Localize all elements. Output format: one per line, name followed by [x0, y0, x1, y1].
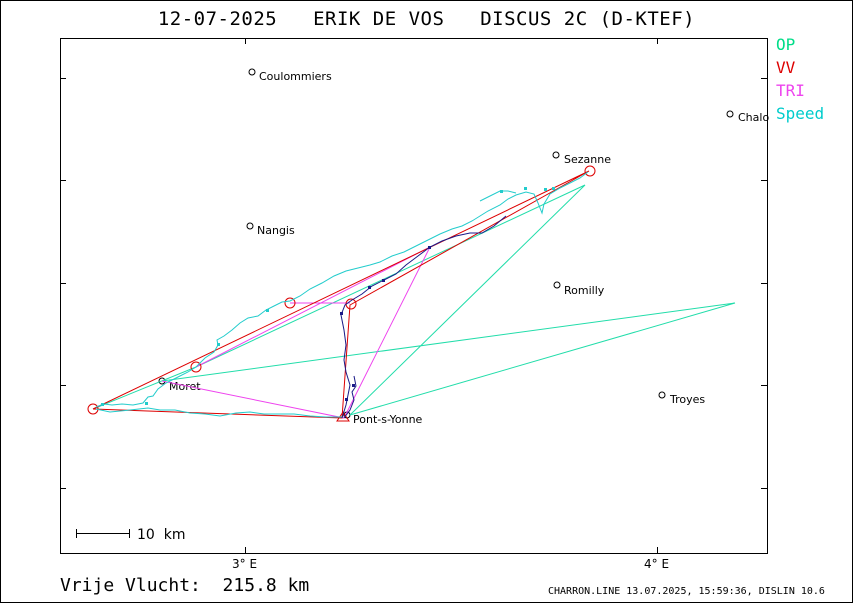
- legend-speed: Speed: [776, 104, 825, 123]
- town-marker-troyes: [658, 391, 666, 399]
- credit-label: CHARRON.LINE 13.07.2025, 15:59:36, DISLI…: [548, 586, 825, 597]
- turnpoint-3: [284, 297, 296, 309]
- tri-course: [161, 245, 432, 419]
- town-marker-chalo: [726, 110, 734, 118]
- track-markers-cyan: [101, 187, 555, 406]
- towns: [158, 68, 734, 419]
- turnpoint-2: [190, 361, 202, 373]
- legend-op: OP: [776, 35, 796, 54]
- town-label-pont: Pont-s-Yonne: [353, 413, 423, 426]
- town-label-romilly: Romilly: [564, 284, 605, 297]
- axis-label-3e: 3° E: [232, 557, 257, 571]
- legend: OP VV TRI Speed: [776, 33, 824, 125]
- town-label-moret: Moret: [169, 380, 201, 393]
- legend-vv: VV: [776, 58, 796, 77]
- track-markers: [340, 246, 431, 401]
- town-label-chalo: Chalo: [738, 111, 769, 124]
- town-marker-coulommiers: [248, 68, 256, 76]
- map-border: [60, 38, 768, 554]
- scale-label: 10 km: [137, 527, 185, 543]
- town-label-nangis: Nangis: [257, 224, 295, 237]
- town-label-troyes: Troyes: [669, 393, 705, 406]
- town-marker-nangis: [246, 222, 254, 230]
- axis-label-4e: 4° E: [644, 557, 669, 571]
- town-label-sezanne: Sezanne: [564, 153, 611, 166]
- scale-bar: [76, 529, 130, 538]
- axis-ticks: [60, 38, 767, 553]
- town-label-coulommiers: Coulommiers: [259, 70, 332, 83]
- flight-track: [95, 171, 589, 419]
- legend-tri: TRI: [776, 81, 805, 100]
- town-marker-romilly: [553, 281, 561, 289]
- page-title: 12-07-2025 ERIK DE VOS DISCUS 2C (D-KTEF…: [157, 8, 696, 30]
- town-marker-sezanne: [552, 151, 560, 159]
- turnpoint-5: [584, 165, 596, 177]
- distance-label: Vrije Vlucht: 215.8 km: [60, 575, 310, 596]
- op-course: [92, 184, 736, 416]
